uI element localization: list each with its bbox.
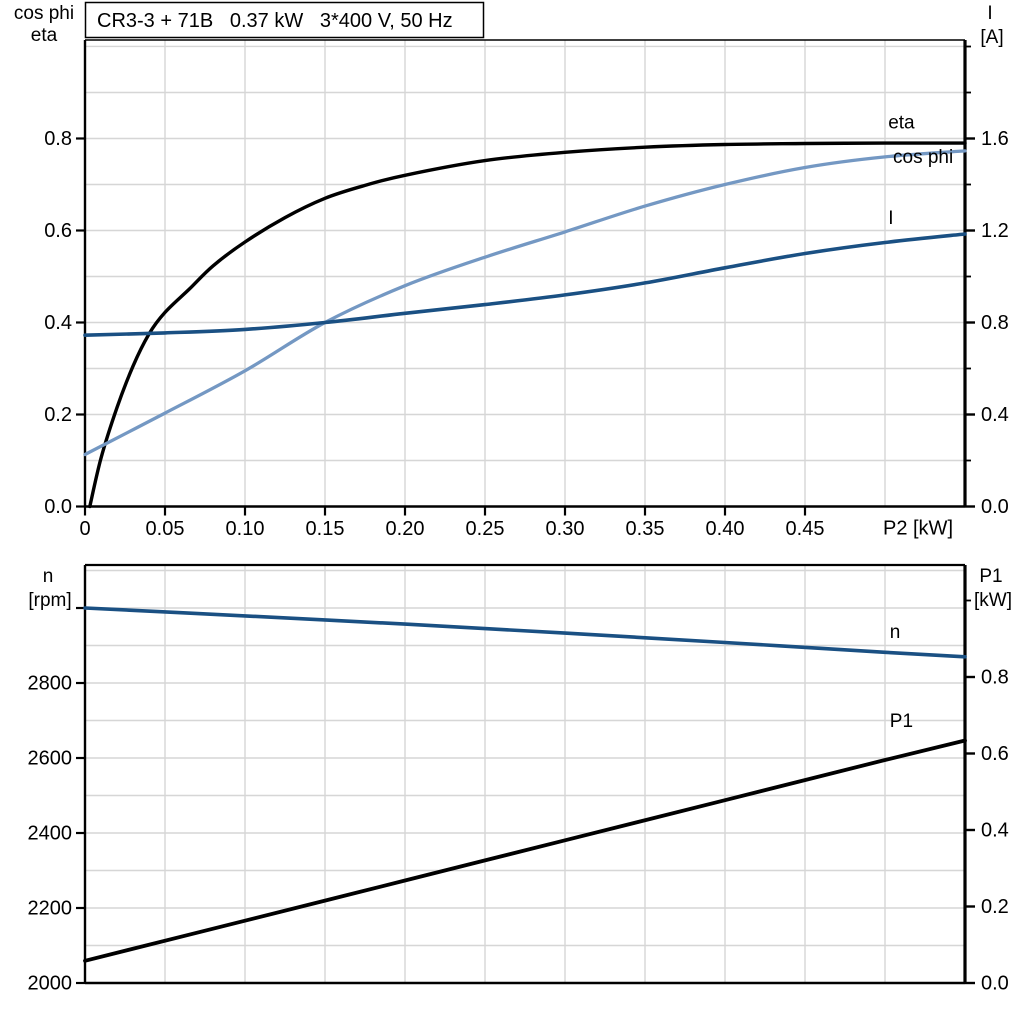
tick-label-right: 0.8 <box>981 312 1009 334</box>
tick-label-x: 0.10 <box>226 518 265 540</box>
tick-label-left: 2400 <box>28 822 73 844</box>
tick-label-x: 0.05 <box>146 518 185 540</box>
y-right-axis-title: [kW] <box>974 590 1012 611</box>
tick-label-right: 0.0 <box>981 496 1009 518</box>
tick-label-x: 0.25 <box>466 518 505 540</box>
series-P1-curve <box>83 738 967 963</box>
tick-label-right: 0.0 <box>981 972 1009 994</box>
y-right-axis-title: I <box>987 3 992 24</box>
tick-label-x: 0 <box>79 518 90 540</box>
tick-label-right: 0.2 <box>981 896 1009 918</box>
tick-label-left: 2200 <box>28 897 73 919</box>
series-n-curve <box>83 606 967 659</box>
tick-label-left: 0.8 <box>44 128 72 150</box>
tick-label-left: 2800 <box>28 672 73 694</box>
y-right-axis-title: [A] <box>980 27 1003 48</box>
series-label-I: I <box>888 208 893 229</box>
series-eta-curve <box>88 141 967 509</box>
y-left-axis-title: eta <box>31 25 58 46</box>
chart-bottom: 2000 2200 2400 2600 2800 0.0 0.2 0.4 0.6 0.8 n [rpm… <box>28 563 1012 994</box>
chart-title-box <box>84 1 485 39</box>
tick-label-x: 0.45 <box>786 518 825 540</box>
tick-label-left: 2600 <box>28 747 73 769</box>
tick-label-left: 0.0 <box>44 496 72 518</box>
tick-label-x: 0.30 <box>546 518 585 540</box>
chart-top: 0.0 0.2 0.4 0.6 0.8 0.0 0.4 0.8 1.2 1.6 0 0.05 0.10 0… <box>14 1 1009 540</box>
y-left-axis-title: n <box>43 566 54 587</box>
tick-label-left: 0.4 <box>44 312 72 334</box>
series-label-cos-phi: cos phi <box>893 147 953 168</box>
tick-label-left: 2000 <box>28 972 73 994</box>
tick-label-left: 0.6 <box>44 220 72 242</box>
y-left-axis-title: [rpm] <box>28 590 71 611</box>
series-label-n: n <box>890 622 901 643</box>
tick-label-right: 0.4 <box>981 404 1009 426</box>
tick-label-right: 0.4 <box>981 819 1009 841</box>
tick-label-x: 0.15 <box>306 518 345 540</box>
y-right-axis-title: P1 <box>979 566 1002 587</box>
y-left-axis-title: cos phi <box>14 3 74 24</box>
tick-label-x: 0.20 <box>386 518 425 540</box>
tick-label-right: 1.6 <box>981 128 1009 150</box>
chart-title: CR3-3 + 71B 0.37 kW 3*400 V, 50 Hz <box>97 10 453 32</box>
tick-label-right: 0.8 <box>981 666 1009 688</box>
tick-label-x: 0.40 <box>706 518 745 540</box>
tick-label-left: 0.2 <box>44 404 72 426</box>
series-I-curve <box>83 232 967 337</box>
tick-label-right: 0.6 <box>981 743 1009 765</box>
series-cos-phi-curve <box>83 149 967 457</box>
series-label-P1: P1 <box>890 711 913 732</box>
x-axis-title: P2 [kW] <box>883 517 953 539</box>
tick-label-right: 1.2 <box>981 220 1009 242</box>
series-label-eta: eta <box>888 112 915 133</box>
tick-label-x: 0.35 <box>626 518 665 540</box>
